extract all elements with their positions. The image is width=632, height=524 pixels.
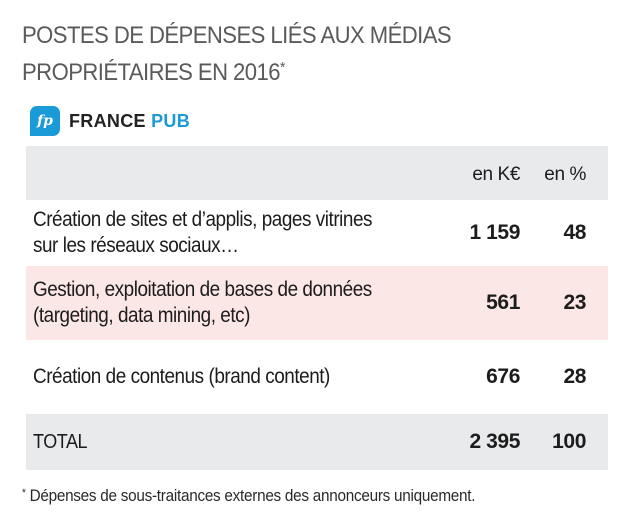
- row-label-line-2: sur les réseaux sociaux…: [33, 234, 239, 257]
- logo-word-france: FRANCE: [69, 110, 146, 131]
- table-row: Gestion, exploitation de bases de donnée…: [26, 266, 608, 340]
- title-asterisk: *: [279, 59, 285, 76]
- page-title: POSTES DE DÉPENSES LIÉS AUX MÉDIAS PROPR…: [22, 20, 565, 89]
- title-line-2: PROPRIÉTAIRES EN 2016*: [22, 52, 565, 89]
- footnote: * Dépenses de sous-traitances externes d…: [22, 486, 476, 506]
- row-label: Création de sites et d’applis, pages vit…: [33, 207, 393, 259]
- table-total-row: TOTAL 2 395 100: [26, 414, 608, 470]
- row-label-line-1: Création de contenus (brand content): [33, 365, 330, 388]
- logo-wordmark: FRANCE PUB: [69, 111, 190, 132]
- france-pub-logo: fp FRANCE PUB: [30, 106, 190, 136]
- header-keur: en K€: [472, 164, 520, 185]
- title-line-1: POSTES DE DÉPENSES LIÉS AUX MÉDIAS: [22, 22, 452, 49]
- row-value-percent: 48: [563, 221, 586, 244]
- row-label-line-2: (targeting, data mining, etc): [33, 304, 251, 327]
- table-row: Création de sites et d’applis, pages vit…: [26, 200, 608, 266]
- row-label: Création de contenus (brand content): [33, 364, 393, 390]
- table-row: Création de contenus (brand content) 676…: [26, 340, 608, 414]
- footnote-asterisk: *: [22, 487, 26, 499]
- row-value-percent: 23: [563, 291, 586, 314]
- expenses-table: en K€ en % Création de sites et d’applis…: [26, 146, 608, 470]
- total-value-percent: 100: [552, 430, 586, 453]
- header-percent: en %: [544, 164, 586, 185]
- row-label-line-1: Gestion, exploitation de bases de donnée…: [33, 278, 372, 301]
- total-value-keur: 2 395: [469, 430, 520, 453]
- table-header-row: en K€ en %: [26, 146, 608, 200]
- footnote-text: Dépenses de sous-traitances externes des…: [25, 486, 476, 505]
- row-value-keur: 1 159: [469, 221, 520, 244]
- logo-word-pub: PUB: [151, 110, 191, 131]
- row-value-keur: 676: [486, 365, 520, 388]
- row-value-keur: 561: [486, 291, 520, 314]
- row-value-percent: 28: [563, 365, 586, 388]
- row-label-line-1: Création de sites et d’applis, pages vit…: [33, 208, 373, 231]
- row-label: Gestion, exploitation de bases de donnée…: [33, 277, 393, 329]
- title-line-2-text: PROPRIÉTAIRES EN 2016: [22, 59, 281, 86]
- fp-logo-icon: fp: [30, 106, 60, 136]
- total-label: TOTAL: [33, 431, 88, 453]
